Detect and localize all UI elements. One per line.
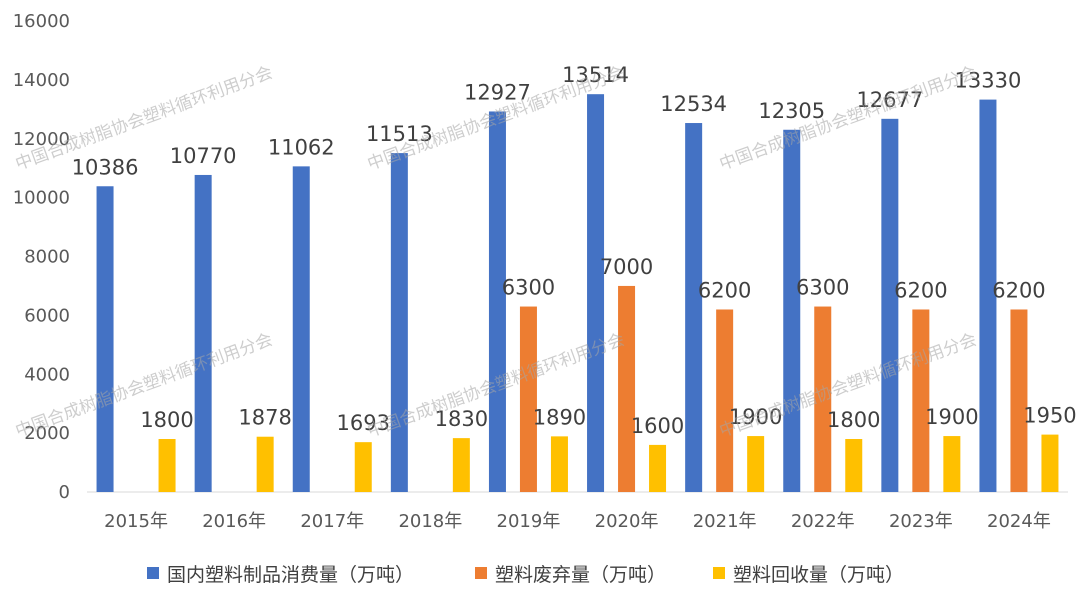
bar-3-8 — [845, 439, 863, 492]
data-label: 1830 — [435, 407, 488, 431]
bar-2-10 — [1010, 309, 1028, 492]
x-tick-label: 2022年 — [791, 511, 855, 532]
legend-label: 塑料回收量（万吨） — [733, 564, 904, 586]
data-label: 11513 — [366, 122, 433, 146]
y-tick-label: 8000 — [24, 247, 70, 268]
data-label: 6200 — [894, 278, 947, 302]
bar-3-7 — [747, 436, 765, 492]
bar-1-2 — [194, 174, 212, 492]
data-label: 1900 — [729, 405, 782, 429]
data-label: 12534 — [660, 92, 727, 116]
bar-3-4 — [452, 438, 470, 492]
x-tick-label: 2020年 — [595, 511, 659, 532]
bar-3-5 — [550, 436, 568, 492]
data-label: 12305 — [758, 99, 825, 123]
legend-swatch — [147, 567, 159, 579]
bar-2-7 — [716, 309, 734, 492]
bar-3-10 — [1041, 434, 1059, 492]
data-label: 1693 — [337, 411, 390, 435]
bar-1-6 — [587, 94, 605, 492]
data-label: 12927 — [464, 80, 531, 104]
data-label: 10770 — [170, 144, 237, 168]
x-tick-label: 2023年 — [889, 511, 953, 532]
y-tick-label: 10000 — [13, 188, 70, 209]
legend-swatch — [475, 567, 487, 579]
x-tick-label: 2021年 — [693, 511, 757, 532]
data-label: 6300 — [796, 276, 849, 300]
y-tick-label: 14000 — [13, 70, 70, 91]
y-tick-label: 16000 — [13, 11, 70, 32]
x-tick-label: 2018年 — [398, 511, 462, 532]
data-label: 1800 — [827, 408, 880, 432]
data-label: 1600 — [631, 414, 684, 438]
bar-1-3 — [292, 166, 310, 493]
bar-1-5 — [488, 111, 506, 493]
data-label: 1800 — [140, 408, 193, 432]
bar-1-10 — [979, 99, 997, 493]
x-tick-label: 2017年 — [300, 511, 364, 532]
data-label: 13514 — [562, 63, 629, 87]
bar-2-9 — [912, 309, 930, 492]
data-label: 6300 — [502, 276, 555, 300]
x-tick-label: 2015年 — [104, 511, 168, 532]
bar-2-6 — [618, 285, 636, 492]
data-label: 1900 — [925, 405, 978, 429]
data-label: 6200 — [698, 278, 751, 302]
data-labels: 10386 1800 10770 1878 11062 1693 11513 1830 1292… — [72, 63, 1077, 438]
legend: 国内塑料制品消费量（万吨） 塑料废弃量（万吨） 塑料回收量（万吨） — [147, 564, 904, 586]
data-label: 1890 — [533, 405, 586, 429]
bar-3-1 — [158, 439, 176, 492]
legend-label: 国内塑料制品消费量（万吨） — [167, 564, 414, 586]
x-tick-label: 2024年 — [987, 511, 1051, 532]
bar-3-6 — [649, 444, 667, 492]
y-tick-label: 2000 — [24, 423, 70, 444]
y-tick-label: 0 — [59, 482, 70, 503]
x-tick-label: 2016年 — [202, 511, 266, 532]
bar-2-5 — [519, 306, 537, 492]
y-tick-label: 4000 — [24, 364, 70, 385]
x-tick-label: 2019年 — [497, 511, 561, 532]
bar-3-9 — [943, 436, 961, 492]
data-label: 12677 — [856, 88, 923, 112]
legend-swatch — [713, 567, 725, 579]
data-label: 1950 — [1023, 404, 1076, 428]
bar-2-8 — [814, 306, 832, 492]
data-label: 7000 — [600, 255, 653, 279]
x-axis: 2015年 2016年 2017年 2018年 2019年 2020年 2021年 2022年… — [104, 511, 1051, 532]
y-axis: 0 2000 4000 6000 8000 10000 12000 14000 16000 — [13, 11, 70, 503]
bar-3-2 — [256, 436, 274, 492]
data-label: 13330 — [955, 69, 1022, 93]
bar-1-1 — [96, 186, 114, 492]
bar-1-9 — [881, 118, 899, 493]
bar-1-8 — [783, 129, 801, 493]
legend-label: 塑料废弃量（万吨） — [495, 564, 666, 586]
bar-1-7 — [685, 123, 703, 493]
data-label: 11062 — [268, 135, 335, 159]
watermark-text: 中国合成树脂协会塑料循环利用分会 — [717, 63, 979, 175]
y-tick-label: 12000 — [13, 129, 70, 150]
data-label: 1878 — [238, 406, 291, 430]
bar-3-3 — [354, 442, 372, 492]
y-tick-label: 6000 — [24, 305, 70, 326]
bars — [96, 94, 1059, 493]
data-label: 6200 — [992, 278, 1045, 302]
bar-1-4 — [390, 153, 408, 492]
data-label: 10386 — [72, 155, 139, 179]
